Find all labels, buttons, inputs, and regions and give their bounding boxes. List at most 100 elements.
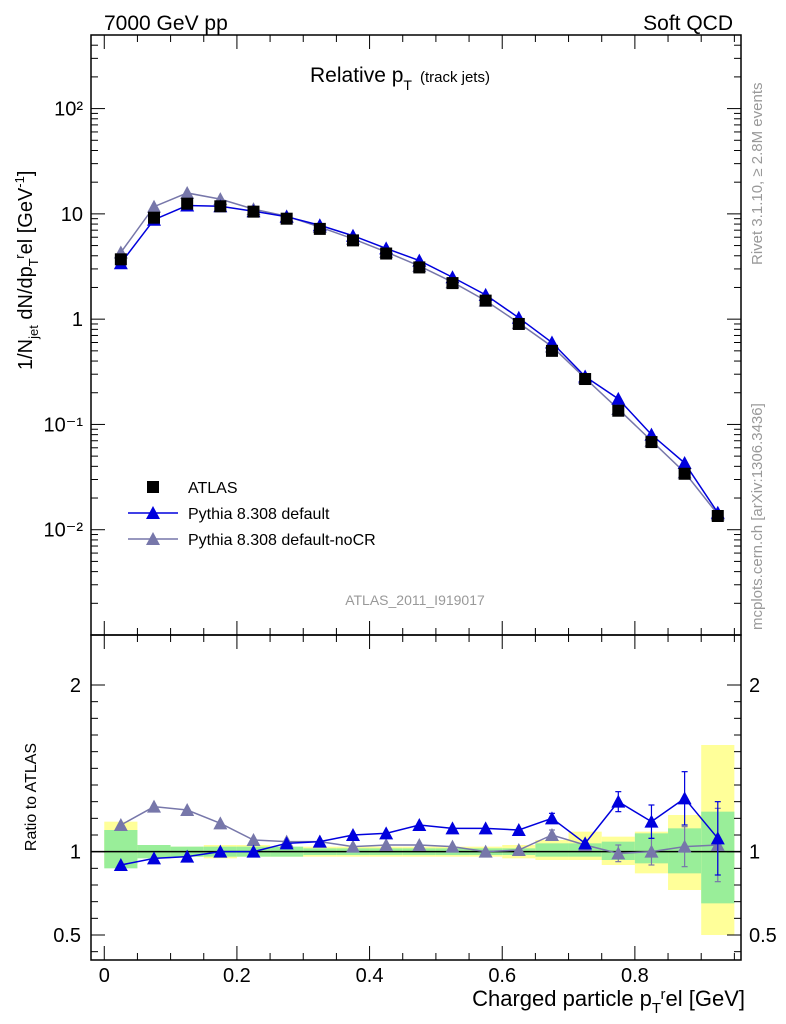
main-data-point (711, 509, 724, 522)
main-data-point (280, 212, 293, 225)
legend-marker (146, 506, 160, 519)
ratio-data-point (213, 816, 228, 830)
mcplots-label: mcplots.cern.ch [arXiv:1306.3436] (749, 403, 766, 630)
ratio-data-point (147, 799, 162, 813)
legend-label: ATLAS (188, 480, 238, 497)
legend-marker (146, 532, 160, 545)
ratio-ytick-label-left: 1 (70, 842, 81, 864)
main-data-point (313, 222, 326, 235)
main-ylabel: 1/Njet dN/dpTrel [GeV-1] (12, 171, 41, 370)
ratio-data-point (445, 821, 460, 835)
main-data-point (579, 373, 592, 386)
ratio-data-point (147, 851, 162, 865)
ratio-data-point (246, 833, 261, 846)
main-data-point (677, 456, 692, 470)
ratio-xtick-label: 0 (99, 965, 110, 987)
main-data-point (346, 234, 359, 247)
main-data-point (512, 317, 525, 330)
ratio-data-point (511, 823, 526, 836)
ratio-panel: 0.5 0.5 1 1 2 2 0 0.2 0.4 0.6 0.8 Ratio to ATLAS C… (23, 634, 777, 1017)
ratio-data-point (312, 834, 327, 848)
main-data-point (612, 404, 625, 417)
ratio-data-point (345, 828, 360, 841)
legend-label: Pythia 8.308 default (188, 506, 330, 523)
ratio-data-point (544, 828, 559, 841)
main-ytick-labels: 10⁻² 10⁻¹ 1 10 10² (44, 99, 84, 542)
ratio-data-point (677, 791, 692, 805)
ratio-data-point (113, 858, 128, 871)
main-data-point (180, 185, 195, 199)
ratio-data-point (412, 838, 427, 851)
ratio-data-point (677, 839, 692, 853)
main-data-point (214, 200, 227, 213)
ratio-data-point (379, 838, 394, 851)
ratio-ylabel: Ratio to ATLAS (23, 743, 40, 851)
main-title-text: Relative p (310, 64, 403, 87)
main-axis-ticks (91, 34, 741, 636)
main-data-point (645, 436, 658, 449)
legend: ATLAS Pythia 8.308 default Pythia 8.308 de… (128, 480, 376, 549)
main-ytick-label: 10⁻¹ (44, 414, 84, 436)
ratio-tick-labels: 0.5 0.5 1 1 2 2 0 0.2 0.4 0.6 0.8 (53, 675, 777, 987)
ratio-data-point (578, 836, 593, 850)
ratio-data-point (644, 814, 659, 828)
main-data-point (413, 261, 426, 274)
main-title-note: (track jets) (420, 69, 490, 86)
main-data-point (380, 247, 393, 260)
ratio-axis-ticks (91, 635, 741, 960)
ratio-data-point (445, 839, 460, 853)
main-data-point (114, 253, 127, 266)
main-series-layer (113, 185, 725, 522)
ratio-data-point (544, 811, 559, 825)
main-title: Relative pT (track jets) (310, 64, 490, 93)
main-data-point (181, 197, 194, 210)
ratio-ytick-label-right: 2 (749, 675, 760, 697)
ratio-data-point (478, 821, 493, 835)
main-panel: 10⁻² 10⁻¹ 1 10 10² Relative pT (track jets) A… (12, 34, 742, 636)
main-series-line (120, 204, 719, 514)
ratio-data-point (379, 826, 394, 840)
ratio-data-point (511, 843, 526, 856)
header-right: Soft QCD (643, 12, 733, 35)
stat-band (535, 843, 569, 857)
ratio-ytick-label-right: 1 (749, 842, 760, 864)
rivet-label: Rivet 3.1.10, ≥ 2.8M events (749, 83, 766, 266)
ratio-data-point (611, 846, 626, 860)
ratio-xtick-label: 0.8 (621, 965, 649, 987)
main-ytick-label: 10 (61, 204, 83, 226)
ratio-ytick-label-left: 2 (70, 675, 81, 697)
ratio-data-point (113, 818, 128, 831)
legend-marker (147, 481, 159, 493)
ratio-data-point (644, 844, 659, 858)
main-ytick-label: 10² (54, 99, 83, 121)
main-data-point (479, 294, 492, 307)
main-watermark: ATLAS_2011_I919017 (345, 592, 485, 608)
main-ytick-label: 1 (72, 309, 83, 331)
main-ytick-label: 10⁻² (44, 520, 84, 542)
ratio-data-point (180, 803, 195, 816)
main-title-sub: T (403, 77, 412, 93)
main-data-point (148, 211, 161, 224)
header-left: 7000 GeV pp (104, 12, 228, 35)
main-data-point (678, 467, 691, 480)
main-data-point (147, 199, 162, 213)
ratio-data-point (213, 844, 228, 858)
ratio-data-point (180, 849, 195, 863)
ratio-xtick-label: 0.2 (223, 965, 251, 987)
legend-label: Pythia 8.308 default-noCR (188, 532, 376, 549)
ratio-xtick-label: 0.6 (488, 965, 516, 987)
ratio-data-point (412, 818, 427, 831)
main-data-point (545, 344, 558, 357)
ratio-data-point (345, 839, 360, 853)
main-data-point (611, 391, 626, 405)
main-series-line (120, 192, 719, 515)
ratio-data-point (478, 844, 493, 858)
main-data-point (446, 277, 459, 290)
ratio-data-point (246, 844, 261, 858)
ratio-ytick-label-right: 0.5 (749, 925, 777, 947)
ratio-ytick-label-left: 0.5 (53, 925, 81, 947)
ratio-data-point (710, 831, 725, 845)
ratio-data-point (611, 794, 626, 808)
ratio-series-layer (113, 771, 725, 883)
